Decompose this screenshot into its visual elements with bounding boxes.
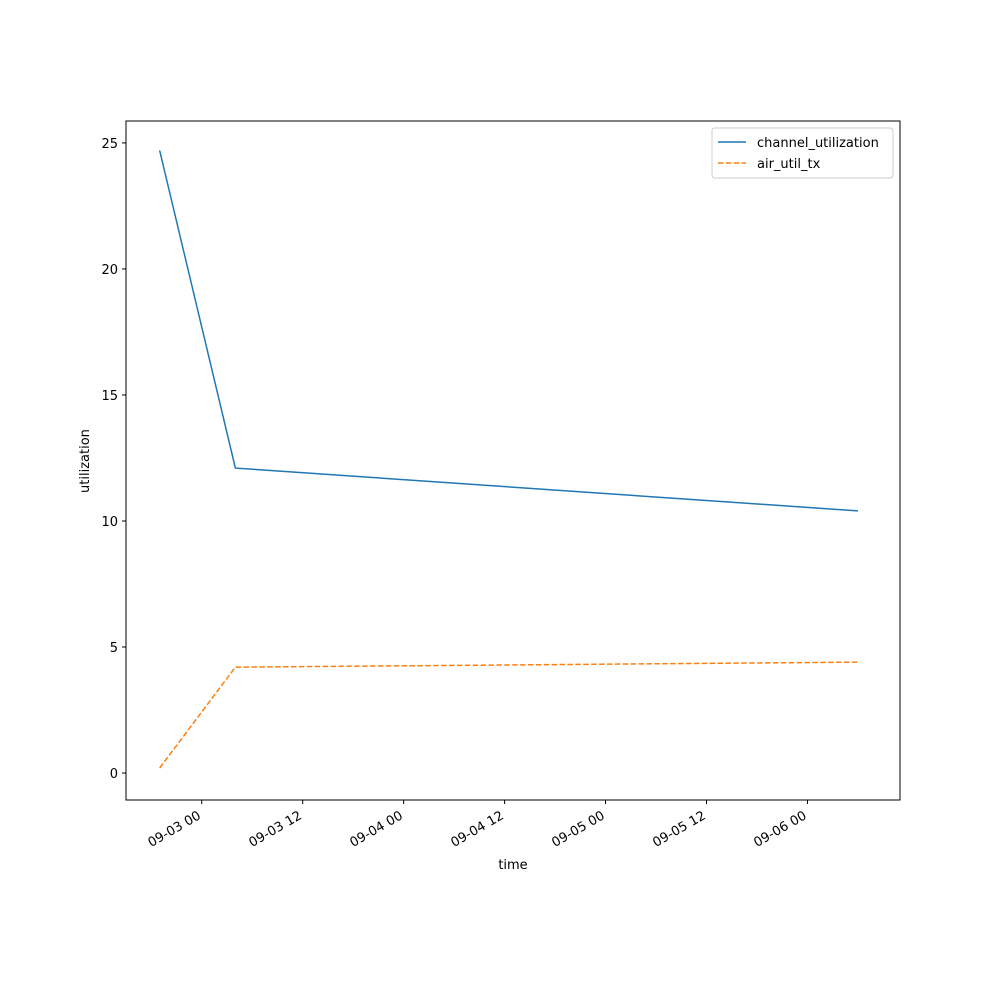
y-tick-label: 20 — [101, 263, 118, 278]
y-tick-label: 5 — [110, 641, 118, 656]
x-axis-label: time — [498, 858, 527, 873]
plot-frame — [125, 120, 901, 801]
y-tick-label: 10 — [101, 515, 118, 530]
legend-frame — [711, 127, 894, 179]
legend-label: channel_utilization — [757, 136, 879, 151]
legend: channel_utilization air_util_tx — [711, 127, 894, 179]
legend-label: air_util_tx — [757, 157, 821, 172]
line-series — [159, 661, 858, 769]
y-tick-label: 0 — [110, 767, 118, 782]
y-tick-label: 25 — [101, 137, 118, 152]
y-axis-label: utilization — [78, 429, 93, 493]
y-tick-label: 15 — [101, 389, 118, 404]
line-series — [158, 150, 858, 512]
